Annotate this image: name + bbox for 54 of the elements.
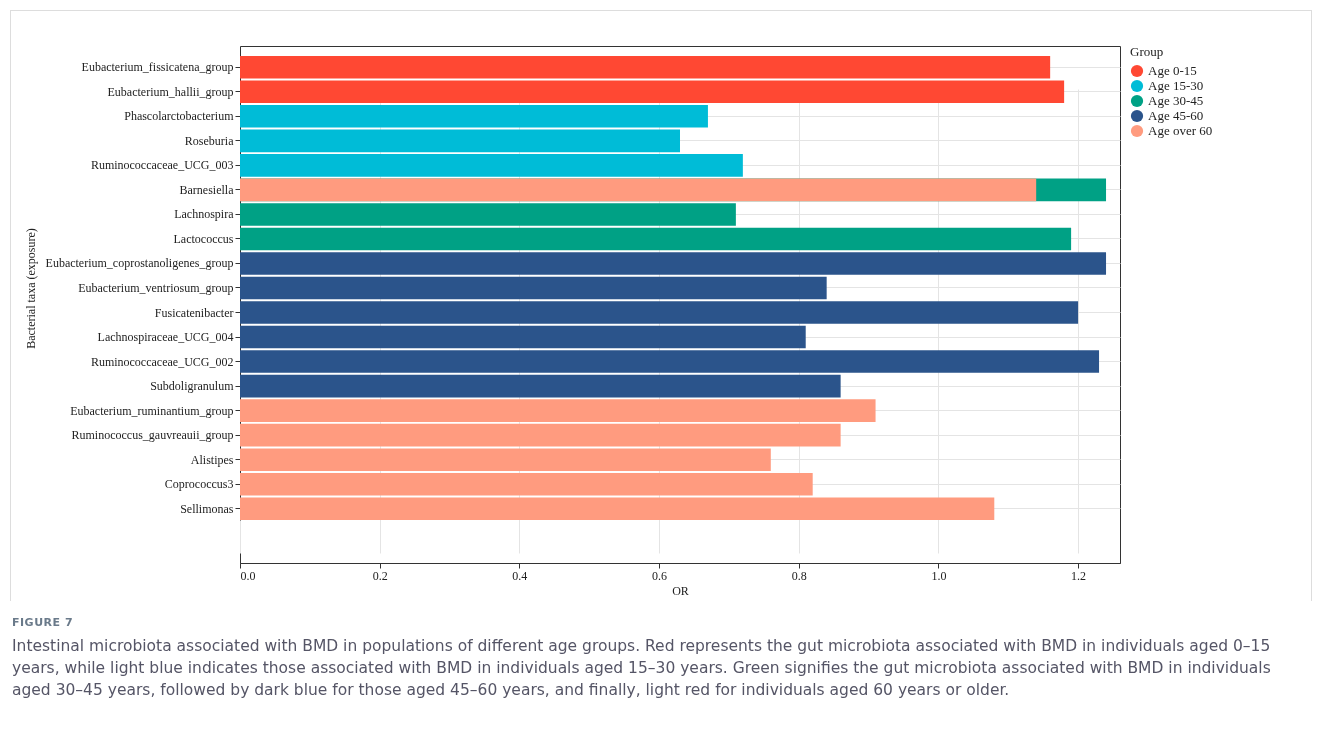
bar bbox=[240, 227, 1072, 251]
bar bbox=[240, 472, 813, 496]
x-tick-label: 1.0 bbox=[931, 568, 947, 583]
y-tick-label: Fusicatenibacter bbox=[154, 305, 234, 320]
bar bbox=[240, 301, 1079, 324]
bar bbox=[240, 203, 736, 226]
y-tick-label: Eubacterium_ruminantium_group bbox=[70, 403, 234, 418]
y-tick-label: Roseburia bbox=[184, 133, 235, 148]
bar bbox=[240, 423, 841, 447]
bar bbox=[240, 129, 680, 153]
legend-label: Age over 60 bbox=[1148, 123, 1213, 138]
y-tick-label: Ruminococcaceae_UCG_002 bbox=[90, 354, 234, 369]
x-tick-label: 0.8 bbox=[791, 568, 807, 583]
y-tick-label: Lachnospiraceae_UCG_004 bbox=[97, 330, 234, 345]
y-tick-label: Eubacterium_fissicatena_group bbox=[81, 60, 234, 75]
y-tick-label: Ruminococcaceae_UCG_003 bbox=[90, 158, 234, 173]
y-tick-label: Eubacterium_coprostanoligenes_group bbox=[45, 256, 234, 271]
y-tick-label: Sellimonas bbox=[180, 501, 234, 516]
bar bbox=[240, 497, 995, 520]
x-axis-title: OR bbox=[672, 583, 689, 598]
x-tick-label: 1.2 bbox=[1071, 568, 1087, 583]
bar bbox=[240, 399, 876, 422]
bar bbox=[240, 448, 771, 471]
y-tick-label: Eubacterium_ventriosum_group bbox=[78, 281, 234, 295]
y-tick-label: Lactococcus bbox=[173, 231, 234, 246]
legend-title: Group bbox=[1130, 44, 1164, 59]
y-tick-label: Lachnospira bbox=[174, 207, 235, 222]
x-tick-label: 0.4 bbox=[512, 568, 528, 583]
bar bbox=[240, 350, 1100, 373]
bar bbox=[240, 56, 1051, 79]
legend-label: Age 45-60 bbox=[1148, 108, 1204, 123]
bar bbox=[240, 154, 743, 177]
y-tick-label: Coprococcus3 bbox=[164, 477, 234, 492]
y-tick-label: Barnesiella bbox=[179, 182, 235, 197]
bar bbox=[240, 276, 827, 300]
bar bbox=[240, 80, 1065, 104]
y-tick-label: Alistipes bbox=[190, 452, 234, 467]
caption: FIGURE 7 bbox=[12, 616, 75, 629]
x-tick-label: 0.0 bbox=[240, 568, 256, 583]
text: Intestinal microbiota associated with BMD in populations of different age groups. Red represents the gut microbiota associated with BMD in individuals aged 0–15 years, while light blue indicates those associated with BMD in individuals aged 15–30 years. Green signifies the gut microbiota associated with BMD in individuals aged 30–45 years, followed by dark blue for those aged 45–60 years, and finally, light red for individuals aged 60 years or older. bbox=[12, 636, 1272, 701]
bar bbox=[240, 105, 708, 128]
legend-label: Age 30-45 bbox=[1148, 93, 1204, 108]
y-axis-title: Bacterial taxa (exposure) bbox=[23, 228, 38, 349]
bar bbox=[240, 252, 1107, 275]
bar bbox=[240, 325, 806, 349]
x-tick-label: 0.6 bbox=[652, 568, 668, 583]
legend-label: Age 0-15 bbox=[1148, 63, 1197, 78]
y-tick-label: Phascolarctobacterium bbox=[124, 109, 235, 124]
y-tick-label: Ruminococcus_gauvreauii_group bbox=[71, 428, 234, 443]
x-tick-label: 0.2 bbox=[372, 568, 388, 583]
bar bbox=[240, 374, 841, 398]
legend-label: Age 15-30 bbox=[1148, 78, 1204, 93]
y-tick-label: Subdoligranulum bbox=[150, 379, 235, 394]
y-tick-label: Eubacterium_hallii_group bbox=[107, 84, 234, 99]
